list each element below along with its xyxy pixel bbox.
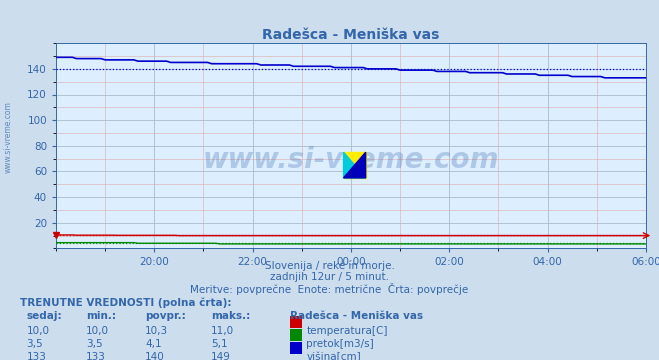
Text: zadnjih 12ur / 5 minut.: zadnjih 12ur / 5 minut.	[270, 272, 389, 282]
Text: Slovenija / reke in morje.: Slovenija / reke in morje.	[264, 261, 395, 271]
Text: 10,0: 10,0	[86, 326, 109, 336]
Text: www.si-vreme.com: www.si-vreme.com	[203, 146, 499, 174]
Text: sedaj:: sedaj:	[26, 311, 62, 321]
Text: Meritve: povprečne  Enote: metrične  Črta: povprečje: Meritve: povprečne Enote: metrične Črta:…	[190, 283, 469, 294]
Text: 133: 133	[26, 352, 46, 360]
Text: 5,1: 5,1	[211, 339, 227, 349]
Text: 10,0: 10,0	[26, 326, 49, 336]
Text: 11,0: 11,0	[211, 326, 234, 336]
Text: pretok[m3/s]: pretok[m3/s]	[306, 339, 374, 349]
Text: višina[cm]: višina[cm]	[306, 352, 361, 360]
Text: 133: 133	[86, 352, 105, 360]
Text: www.si-vreme.com: www.si-vreme.com	[3, 101, 13, 173]
Text: povpr.:: povpr.:	[145, 311, 186, 321]
Text: TRENUTNE VREDNOSTI (polna črta):: TRENUTNE VREDNOSTI (polna črta):	[20, 297, 231, 307]
Polygon shape	[343, 152, 366, 178]
Text: 3,5: 3,5	[86, 339, 102, 349]
Text: 149: 149	[211, 352, 231, 360]
Text: 4,1: 4,1	[145, 339, 161, 349]
Text: 3,5: 3,5	[26, 339, 43, 349]
Text: min.:: min.:	[86, 311, 116, 321]
Text: 10,3: 10,3	[145, 326, 168, 336]
Title: Radešca - Meniška vas: Radešca - Meniška vas	[262, 28, 440, 42]
Polygon shape	[343, 152, 366, 178]
Text: 140: 140	[145, 352, 165, 360]
Text: maks.:: maks.:	[211, 311, 250, 321]
Text: Radešca - Meniška vas: Radešca - Meniška vas	[290, 311, 423, 321]
Bar	[343, 152, 366, 178]
Text: temperatura[C]: temperatura[C]	[306, 326, 388, 336]
